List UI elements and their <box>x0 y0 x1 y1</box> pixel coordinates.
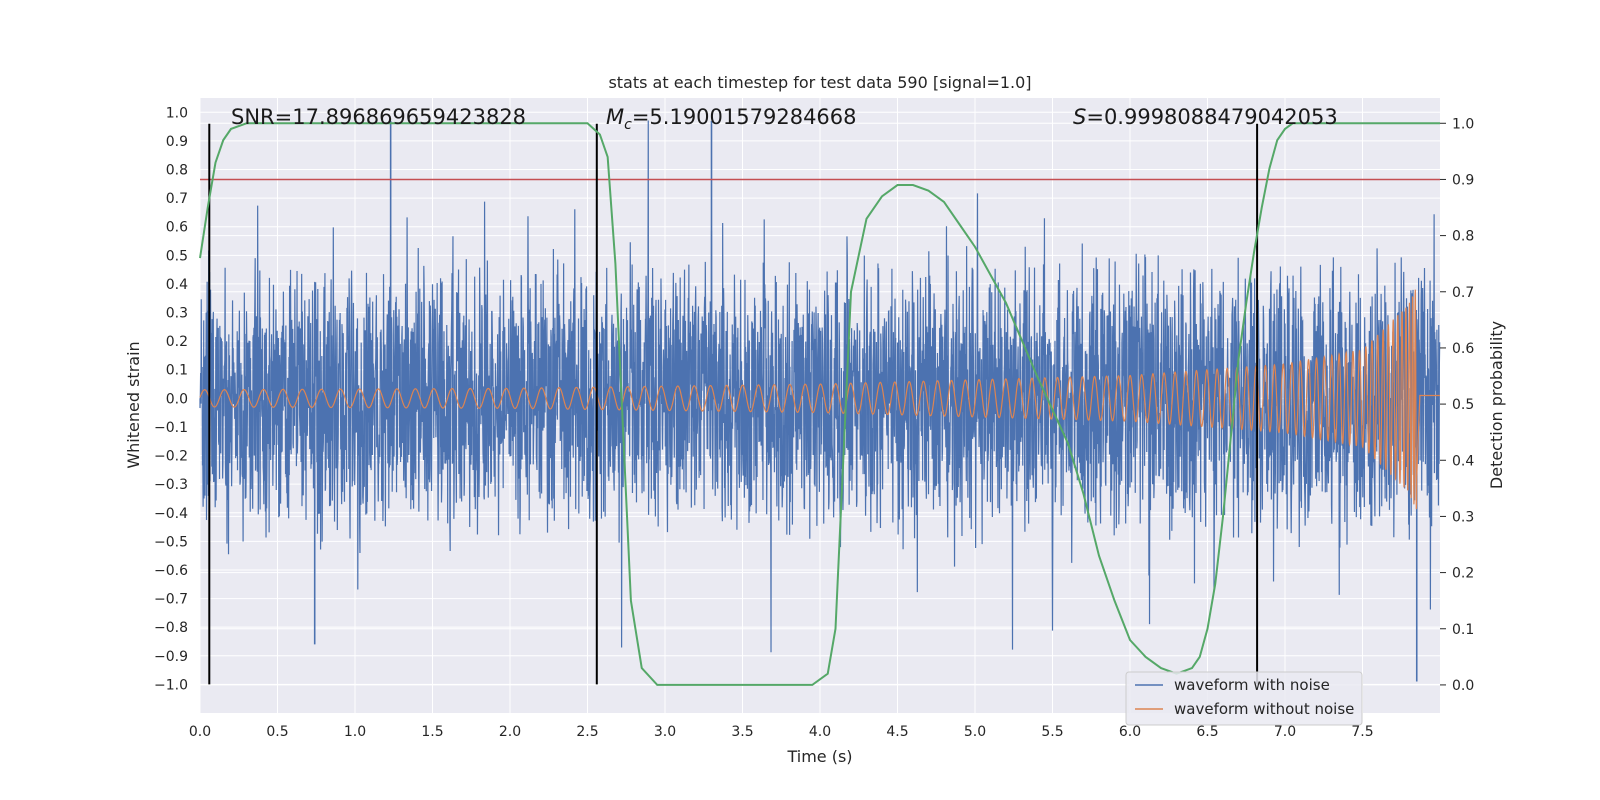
x-tick-label: 4.5 <box>886 724 908 740</box>
annotation-statistic-symbol: S <box>1073 105 1086 129</box>
y-left-tick-label: 1.0 <box>166 105 188 121</box>
y-left-tick-label: −0.5 <box>154 534 188 550</box>
y-left-tick-label: −0.1 <box>154 420 188 436</box>
y-right-tick-label: 0.7 <box>1452 285 1474 301</box>
x-tick-label: 4.0 <box>809 724 831 740</box>
annotation-chirp-mass-subscript: c <box>624 117 632 133</box>
y-left-tick-label: −0.3 <box>154 477 188 493</box>
y-left-tick-label: −0.9 <box>154 649 188 665</box>
annotation-chirp-mass: Mc=5.19001579284668 <box>606 105 857 133</box>
y-right-tick-label: 0.8 <box>1452 229 1474 245</box>
y-left-tick-label: 0.5 <box>166 248 188 264</box>
x-tick-label: 6.0 <box>1119 724 1141 740</box>
y-left-tick-label: −0.7 <box>154 592 188 608</box>
y-left-tick-label: 0.2 <box>166 334 188 350</box>
chart-title: stats at each timestep for test data 590… <box>608 73 1031 92</box>
x-tick-label: 3.0 <box>654 724 676 740</box>
clean-waveform-line <box>199 289 1440 510</box>
y-right-tick-label: 0.9 <box>1452 172 1474 188</box>
y-left-tick-label: 0.7 <box>166 191 188 207</box>
x-tick-label: 1.0 <box>344 724 366 740</box>
x-tick-label: 7.0 <box>1274 724 1296 740</box>
y-left-tick-label: 0.0 <box>166 391 188 407</box>
x-tick-label: 5.0 <box>964 724 986 740</box>
probability-line <box>199 122 1440 686</box>
y-axis-right-label: Detection probability <box>1487 321 1506 489</box>
noise-waveform-line <box>199 120 1441 653</box>
annotation-chirp-mass-value: =5.19001579284668 <box>632 105 857 129</box>
y-left-tick-label: 0.1 <box>166 363 188 379</box>
annotation-statistic: S=0.9998088479042053 <box>1073 105 1338 129</box>
reference-lines <box>200 123 1440 685</box>
x-tick-label: 2.0 <box>499 724 521 740</box>
y-right-tick-label: 0.4 <box>1452 453 1474 469</box>
y-right-tick-label: 0.0 <box>1452 678 1474 694</box>
y-axis-left-label: Whitened strain <box>124 341 143 468</box>
x-tick-label: 7.5 <box>1351 724 1373 740</box>
x-tick-label: 6.5 <box>1196 724 1218 740</box>
series-waveform-with-noise <box>199 120 1441 682</box>
annotation-snr: SNR=17.896869659423828 <box>231 105 526 129</box>
x-tick-label: 1.5 <box>421 724 443 740</box>
x-axis: 0.0 0.5 1.0 1.5 2.0 2.5 3.0 3.5 4.0 4.5 5.0 5.5 6.0 6… <box>189 724 1374 740</box>
legend: waveform with noise waveform without noi… <box>1125 671 1363 726</box>
y-axis-left: 1.0 0.9 0.8 0.7 0.6 0.5 0.4 0.3 0.2 0.1 0.0 −0.1 −0.… <box>154 105 188 693</box>
y-left-tick-label: 0.3 <box>166 306 188 322</box>
y-left-tick-label: −0.6 <box>154 563 188 579</box>
x-tick-label: 3.5 <box>731 724 753 740</box>
y-right-tick-label: 0.2 <box>1452 566 1474 582</box>
annotation-statistic-value: =0.9998088479042053 <box>1086 105 1337 129</box>
y-left-tick-label: 0.4 <box>166 277 188 293</box>
y-right-tick-label: 0.5 <box>1452 397 1474 413</box>
legend-label-clean: waveform without noise <box>1174 700 1354 718</box>
y-left-tick-label: −0.8 <box>154 620 188 636</box>
y-axis-right: 1.0 0.9 0.8 0.7 0.6 0.5 0.4 0.3 0.2 0.1 0.0 <box>1440 116 1474 694</box>
y-left-tick-label: −1.0 <box>154 677 188 693</box>
legend-frame <box>1125 671 1363 726</box>
x-axis-label: Time (s) <box>786 747 852 766</box>
y-left-tick-label: −0.2 <box>154 449 188 465</box>
x-tick-label: 2.5 <box>576 724 598 740</box>
y-right-tick-label: 0.1 <box>1452 622 1474 638</box>
annotation-chirp-mass-symbol: M <box>606 105 624 129</box>
series-waveform-without-noise <box>199 289 1440 510</box>
y-right-tick-label: 1.0 <box>1452 116 1474 132</box>
y-right-tick-label: 0.3 <box>1452 509 1474 525</box>
legend-label-noise: waveform with noise <box>1174 676 1330 694</box>
y-left-tick-label: −0.4 <box>154 506 188 522</box>
y-left-tick-label: 0.6 <box>166 220 188 236</box>
y-left-tick-label: 0.9 <box>166 134 188 150</box>
x-tick-label: 0.5 <box>266 724 288 740</box>
series-detection-probability <box>199 122 1440 686</box>
x-tick-label: 0.0 <box>189 724 211 740</box>
y-right-tick-label: 0.6 <box>1452 341 1474 357</box>
x-tick-label: 5.5 <box>1041 724 1063 740</box>
y-left-tick-label: 0.8 <box>166 163 188 179</box>
